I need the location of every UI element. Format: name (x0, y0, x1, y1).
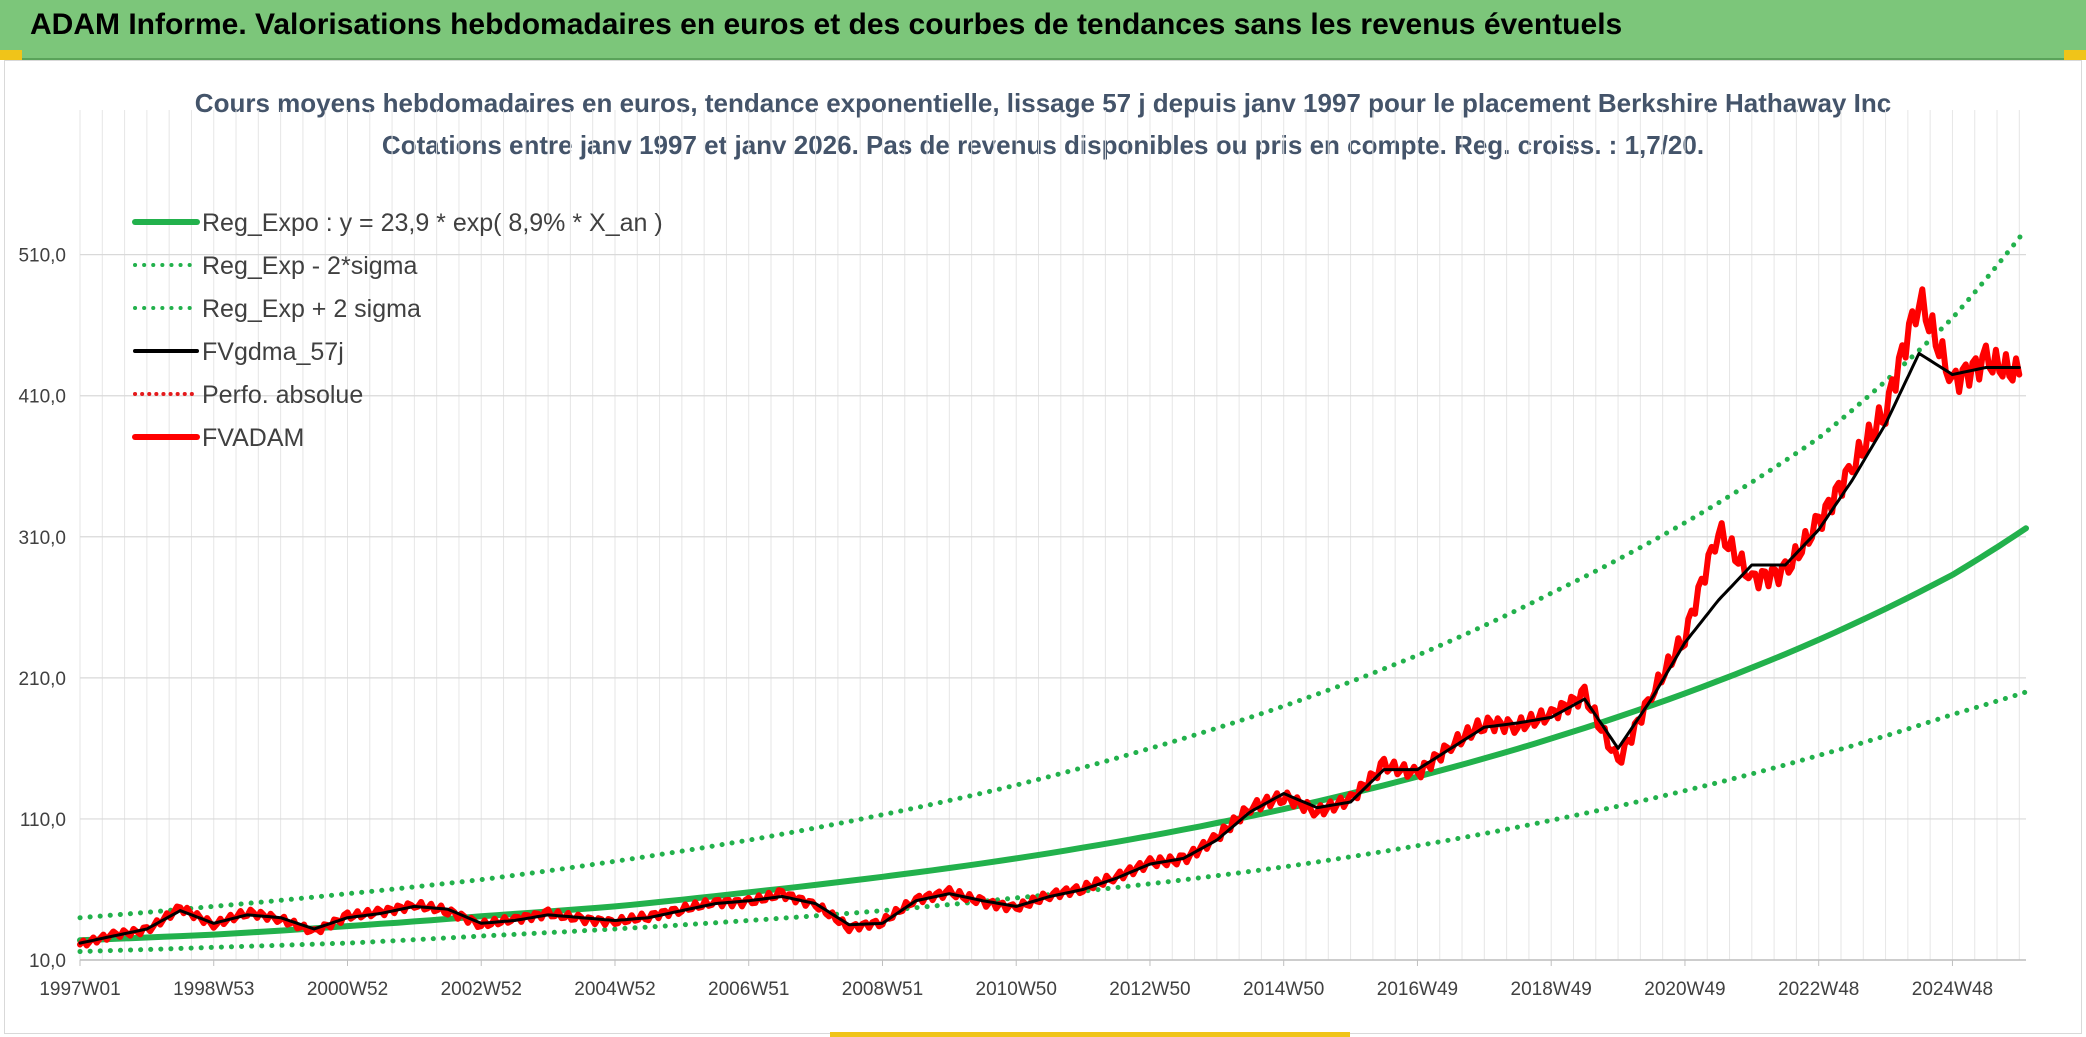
y-tick-label: 310,0 (18, 528, 66, 549)
x-tick-label: 2006W51 (708, 979, 789, 1000)
legend-label: Reg_Exp + 2 sigma (202, 295, 421, 323)
x-tick-label: 2008W51 (842, 979, 923, 1000)
x-tick-label: 1997W01 (39, 979, 120, 1000)
y-tick-label: 210,0 (18, 669, 66, 690)
legend-label: FVgdma_57j (202, 338, 344, 366)
x-tick-label: 1998W53 (173, 979, 254, 1000)
legend-label: FVADAM (202, 424, 304, 452)
series-reg-plus-2sigma (80, 229, 2026, 917)
series-fvadam (80, 289, 2019, 945)
x-tick-label: 2018W49 (1511, 979, 1592, 1000)
x-tick-label: 2022W48 (1778, 979, 1859, 1000)
x-tick-label: 2002W52 (441, 979, 522, 1000)
y-tick-label: 10,0 (29, 951, 66, 972)
y-tick-label: 410,0 (18, 387, 66, 408)
y-tick-label: 110,0 (20, 810, 66, 831)
series-reg-expo (80, 528, 2026, 940)
x-tick-label: 2012W50 (1109, 979, 1190, 1000)
x-tick-label: 2000W52 (307, 979, 388, 1000)
x-tick-label: 2014W50 (1243, 979, 1324, 1000)
legend-label: Reg_Expo : y = 23,9 * exp( 8,9% * X_an ) (202, 209, 663, 237)
y-tick-label: 510,0 (18, 246, 66, 267)
bottom-accent-bar (830, 1032, 1350, 1037)
x-tick-label: 2016W49 (1377, 979, 1458, 1000)
x-tick-label: 2020W49 (1644, 979, 1725, 1000)
series-perfo-absolue (80, 289, 2019, 945)
legend-label: Reg_Exp - 2*sigma (202, 252, 417, 280)
x-tick-label: 2024W48 (1912, 979, 1993, 1000)
x-tick-label: 2004W52 (574, 979, 655, 1000)
legend-label: Perfo. absolue (202, 381, 363, 409)
x-tick-label: 2010W50 (976, 979, 1057, 1000)
